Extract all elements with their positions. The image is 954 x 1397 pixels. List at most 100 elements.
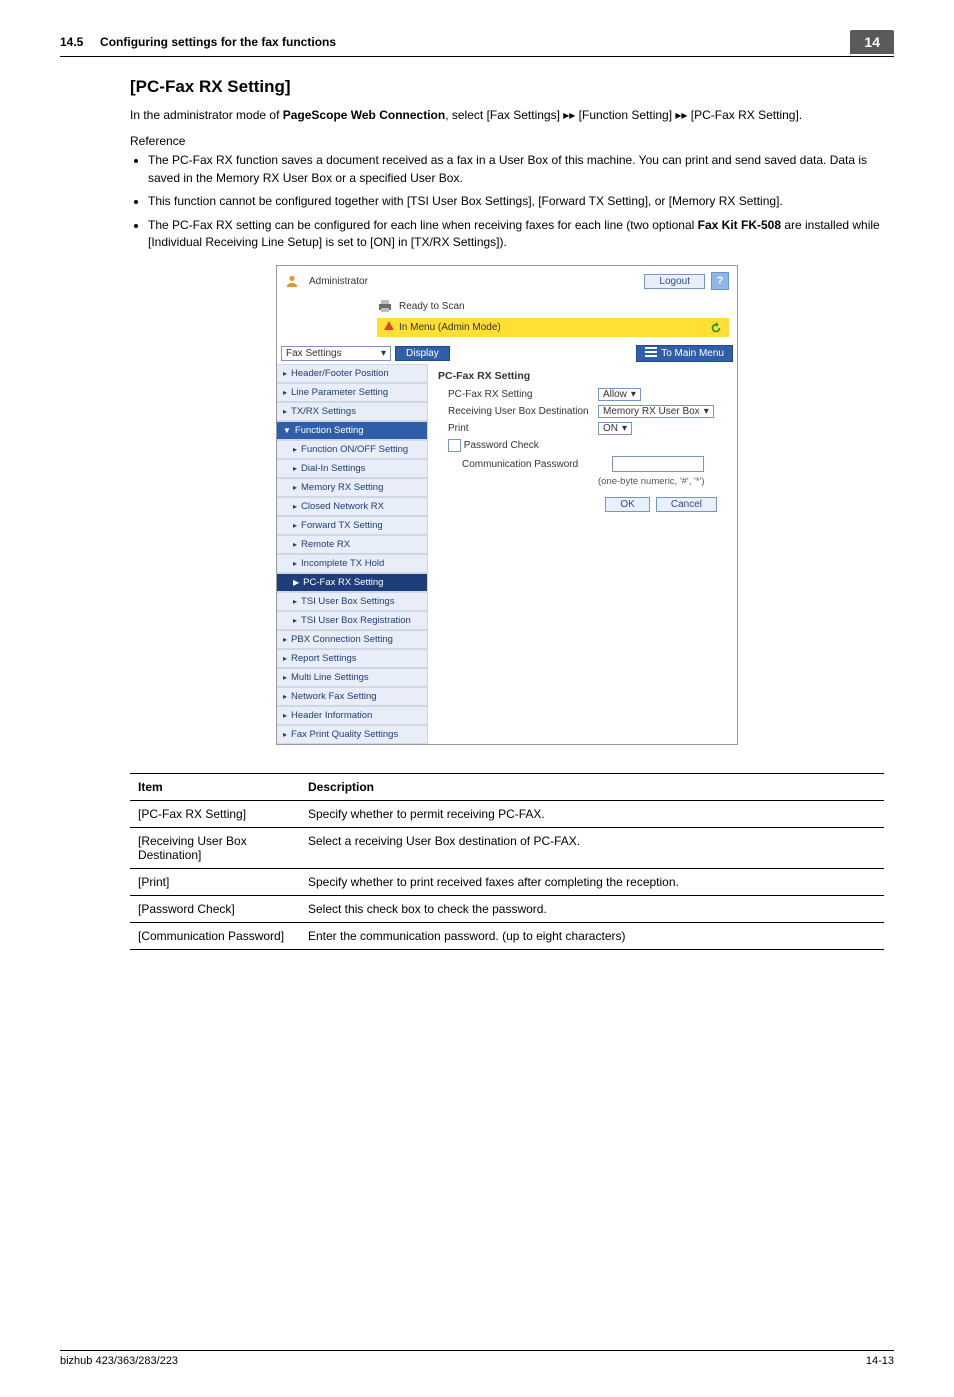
r1-select[interactable]: Allow ▾	[598, 388, 641, 401]
sidebar-item[interactable]: ▸Function ON/OFF Setting	[277, 440, 427, 459]
sidebar-item-label: Dial-In Settings	[301, 463, 365, 474]
r1-value: Allow	[603, 389, 627, 400]
chapter-badge: 14	[850, 30, 894, 54]
help-icon[interactable]: ?	[711, 272, 729, 290]
ss-nav-row: Fax Settings ▾ Display To Main Menu	[277, 345, 737, 362]
header-left: 14.5 Configuring settings for the fax fu…	[60, 35, 850, 49]
tree-marker-icon: ▸	[293, 464, 297, 473]
tree-marker-icon: ▸	[293, 616, 297, 625]
table-header-row: Item Description	[130, 774, 884, 801]
cell-desc: Enter the communication password. (up to…	[300, 923, 884, 950]
tree-marker-icon: ▸	[293, 521, 297, 530]
sidebar-item[interactable]: ▸ Line Parameter Setting	[277, 383, 427, 402]
cell-item: [Receiving User Box Destination]	[130, 828, 300, 869]
screenshot-panel: Administrator Logout ? Ready to Scan In …	[276, 265, 738, 745]
intro-paragraph: In the administrator mode of PageScope W…	[130, 107, 884, 124]
sidebar-item[interactable]: ▶PC-Fax RX Setting	[277, 573, 427, 592]
form-row-4: Password Check	[438, 439, 727, 452]
sidebar-item-label: Fax Print Quality Settings	[291, 729, 398, 740]
logout-button[interactable]: Logout	[644, 274, 705, 289]
reference-label: Reference	[130, 134, 884, 148]
sidebar-item[interactable]: ▸ Header Information	[277, 706, 427, 725]
to-main-menu-button[interactable]: To Main Menu	[636, 345, 733, 362]
bullet-3: The PC-Fax RX setting can be configured …	[148, 217, 884, 252]
printer-icon	[377, 298, 393, 314]
tree-marker-icon: ▸	[283, 711, 287, 720]
sidebar-item[interactable]: ▸Remote RX	[277, 535, 427, 554]
sidebar-item[interactable]: ▸Memory RX Setting	[277, 478, 427, 497]
cancel-button[interactable]: Cancel	[656, 497, 717, 512]
ready-label: Ready to Scan	[399, 301, 465, 312]
administrator-icon	[285, 274, 299, 288]
sidebar-item[interactable]: ▸Network Fax Setting	[277, 687, 427, 706]
cell-item: [Communication Password]	[130, 923, 300, 950]
sidebar-item[interactable]: ▸Fax Print Quality Settings	[277, 725, 427, 744]
display-button[interactable]: Display	[395, 346, 450, 361]
chevron-down-icon: ▾	[622, 423, 627, 434]
sidebar-item[interactable]: ▸Incomplete TX Hold	[277, 554, 427, 573]
sidebar-item-label: Header/Footer Position	[291, 368, 389, 379]
administrator-label: Administrator	[305, 276, 638, 287]
table-row: [Password Check]Select this check box to…	[130, 896, 884, 923]
cell-desc: Select a receiving User Box destination …	[300, 828, 884, 869]
sidebar-item-label: Header Information	[291, 710, 372, 721]
sidebar-item-label: TX/RX Settings	[291, 406, 356, 417]
sidebar-item[interactable]: ▸ Dial-In Settings	[277, 459, 427, 478]
r2-value: Memory RX User Box	[603, 406, 700, 417]
sidebar-item[interactable]: ▼ Function Setting	[277, 421, 427, 440]
password-input[interactable]	[612, 456, 704, 472]
form-row-5: Communication Password	[438, 456, 727, 472]
sidebar-item[interactable]: ▸Header/Footer Position	[277, 364, 427, 383]
sidebar-item[interactable]: ▸ TSI User Box Registration	[277, 611, 427, 630]
tree-marker-icon: ▸	[293, 483, 297, 492]
tree-marker-icon: ▼	[283, 426, 291, 435]
r2-select[interactable]: Memory RX User Box ▾	[598, 405, 714, 418]
cell-desc: Specify whether to permit receiving PC-F…	[300, 801, 884, 828]
warning-icon	[383, 320, 395, 335]
sidebar-item-label: PBX Connection Setting	[291, 634, 393, 645]
sidebar-item[interactable]: ▸Report Settings	[277, 649, 427, 668]
sidebar-item-label: Function ON/OFF Setting	[301, 444, 408, 455]
menu-icon	[645, 347, 657, 360]
sidebar-item[interactable]: ▸ Forward TX Setting	[277, 516, 427, 535]
tree-marker-icon: ▸	[283, 673, 287, 682]
r2-label: Receiving User Box Destination	[438, 406, 598, 417]
table-row: [PC-Fax RX Setting]Specify whether to pe…	[130, 801, 884, 828]
sidebar-item-label: Line Parameter Setting	[291, 387, 388, 398]
sidebar-item[interactable]: ▸Closed Network RX	[277, 497, 427, 516]
sidebar-item[interactable]: ▸ TSI User Box Settings	[277, 592, 427, 611]
sidebar-item-label: TSI User Box Settings	[301, 596, 394, 607]
r3-value: ON	[603, 423, 618, 434]
ss-body: ▸Header/Footer Position▸Line Parameter S…	[277, 364, 737, 744]
sidebar-item[interactable]: ▸ PBX Connection Setting	[277, 630, 427, 649]
intro-bold-1: PageScope Web Connection	[283, 108, 445, 122]
sidebar-item[interactable]: ▸TX/RX Settings	[277, 402, 427, 421]
sidebar-item-label: Report Settings	[291, 653, 356, 664]
ok-button[interactable]: OK	[605, 497, 649, 512]
ss-main: PC-Fax RX Setting PC-Fax RX Setting Allo…	[428, 364, 737, 744]
tree-marker-icon: ▸	[293, 502, 297, 511]
chevron-down-icon: ▾	[631, 389, 636, 400]
page-header: 14.5 Configuring settings for the fax fu…	[60, 30, 894, 57]
tree-marker-icon: ▸	[293, 597, 297, 606]
category-dropdown[interactable]: Fax Settings ▾	[281, 346, 391, 361]
password-checkbox[interactable]	[448, 439, 461, 452]
reference-list: The PC-Fax RX function saves a document …	[130, 152, 884, 251]
cell-item: [PC-Fax RX Setting]	[130, 801, 300, 828]
cell-item: [Password Check]	[130, 896, 300, 923]
tree-marker-icon: ▸	[283, 635, 287, 644]
r3-select[interactable]: ON ▾	[598, 422, 632, 435]
mode-label: In Menu (Admin Mode)	[399, 322, 501, 333]
tree-marker-icon: ▸	[283, 388, 287, 397]
sidebar-item[interactable]: ▸Multi Line Settings	[277, 668, 427, 687]
r4-text: Password Check	[464, 440, 539, 451]
form-row-2: Receiving User Box Destination Memory RX…	[438, 405, 727, 418]
refresh-icon[interactable]	[709, 321, 723, 335]
sidebar-item-label: Forward TX Setting	[301, 520, 383, 531]
bullet-2: This function cannot be configured toget…	[148, 193, 884, 210]
sidebar-item-label: TSI User Box Registration	[301, 615, 411, 626]
bullet-3a: The PC-Fax RX setting can be configured …	[148, 218, 698, 232]
cell-item: [Print]	[130, 869, 300, 896]
sidebar-item-label: Network Fax Setting	[291, 691, 377, 702]
sidebar-item-label: Function Setting	[295, 425, 364, 436]
